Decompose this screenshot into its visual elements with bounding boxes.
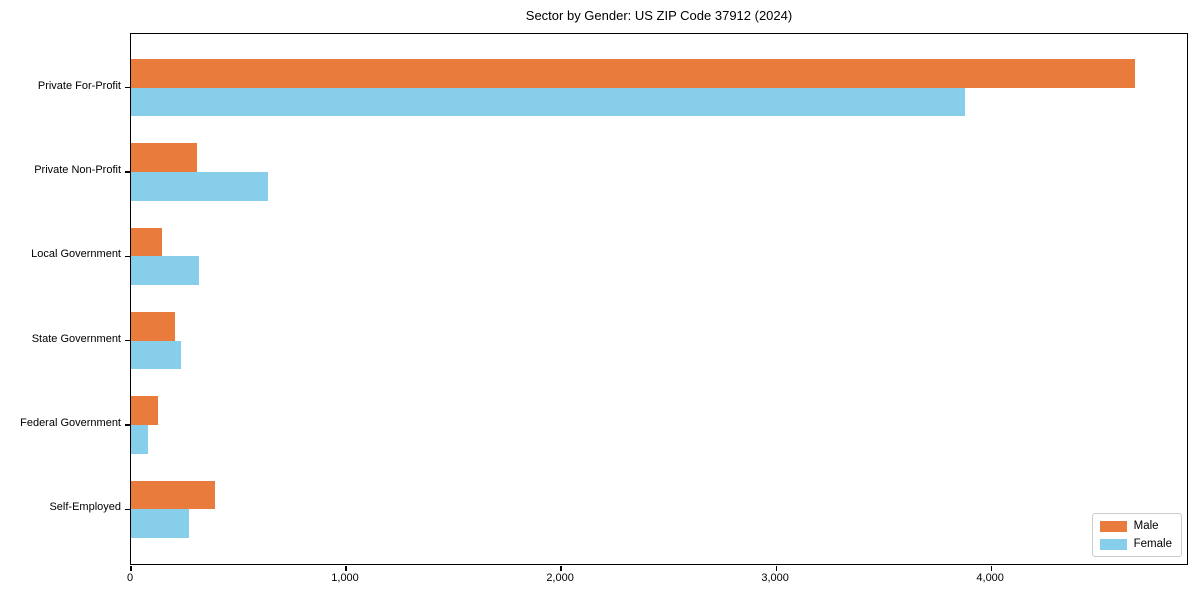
x-tick-mark [345,566,347,571]
y-tick-mark [125,255,130,257]
bar-female-2 [131,256,200,286]
y-tick-label: State Government [31,332,121,345]
bar-female-0 [131,87,966,117]
legend-label: Male [1133,520,1159,532]
y-tick-mark [125,87,130,89]
bar-male-5 [131,480,215,510]
y-tick-mark [125,171,130,173]
x-tick-label: 0 [126,572,134,584]
legend: Male Female [1091,513,1182,557]
y-tick-label: Federal Government [20,417,121,430]
y-tick-mark [125,340,130,342]
x-tick-label: 2,000 [546,572,574,584]
bar-female-5 [131,509,190,539]
legend-label: Female [1133,538,1172,550]
y-tick-label: Private Non-Profit [34,164,121,177]
bar-male-2 [131,227,163,257]
plot-area: Male Female [125,33,1188,571]
x-tick-label: 1,000 [331,572,359,584]
legend-item-female: Female [1099,538,1172,550]
bar-female-3 [131,340,182,370]
chart-title: Sector by Gender: US ZIP Code 37912 (202… [525,8,793,23]
legend-swatch-male [1099,520,1127,532]
bar-male-3 [131,311,176,341]
x-tick-label: 3,000 [761,572,789,584]
x-tick-mark [775,566,777,571]
bar-female-4 [131,425,149,454]
legend-swatch-female [1099,538,1127,550]
x-tick-mark [990,566,992,571]
x-tick-mark [130,566,132,571]
y-tick-label: Local Government [31,248,121,261]
y-tick-mark [125,508,130,510]
bar-male-0 [131,59,1136,88]
legend-item-male: Male [1099,520,1172,532]
y-tick-mark [125,424,130,426]
y-tick-label: Self-Employed [49,501,121,514]
x-tick-label: 4,000 [976,572,1004,584]
bar-female-1 [131,172,268,201]
y-tick-label: Private For-Profit [37,79,121,92]
bar-male-1 [131,143,198,173]
bar-male-4 [131,396,158,425]
x-tick-mark [560,566,562,571]
